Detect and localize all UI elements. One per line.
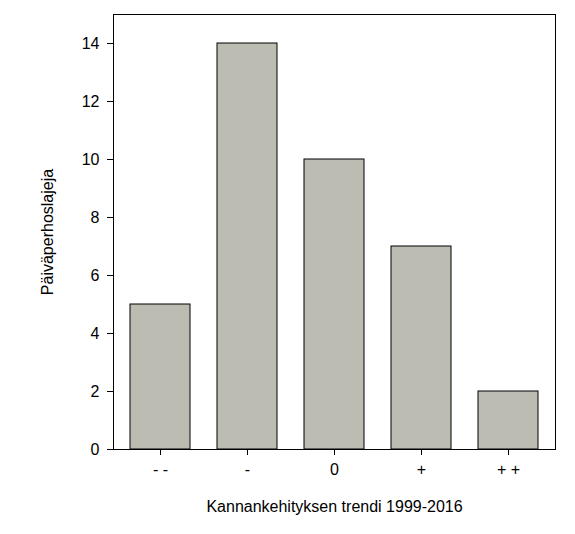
svg-text:-: - (245, 461, 250, 478)
svg-text:6: 6 (91, 267, 100, 284)
svg-text:0: 0 (330, 461, 339, 478)
svg-text:+: + (417, 461, 426, 478)
svg-text:- -: - - (153, 461, 168, 478)
svg-text:12: 12 (82, 93, 100, 110)
svg-text:2: 2 (91, 383, 100, 400)
svg-text:0: 0 (91, 441, 100, 458)
svg-text:10: 10 (82, 151, 100, 168)
svg-text:4: 4 (91, 325, 100, 342)
svg-text:8: 8 (91, 209, 100, 226)
svg-text:14: 14 (82, 35, 100, 52)
svg-text:Päiväperhoslajeja: Päiväperhoslajeja (39, 169, 56, 295)
svg-text:Kannankehityksen trendi 1999-2: Kannankehityksen trendi 1999-2016 (206, 498, 462, 515)
svg-text:+ +: + + (497, 461, 520, 478)
